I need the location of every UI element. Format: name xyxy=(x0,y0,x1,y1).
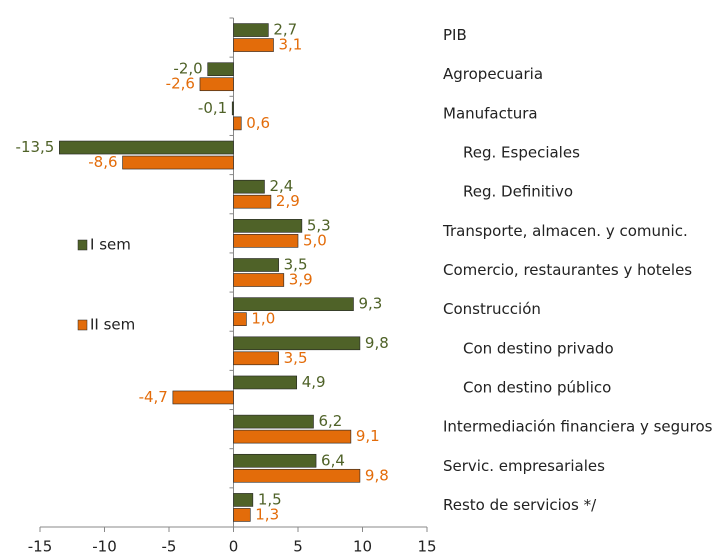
bar xyxy=(233,273,285,287)
category-label: Transporte, almacen. y comunic. xyxy=(442,222,688,240)
value-label: 1,3 xyxy=(255,505,279,523)
value-label: -8,6 xyxy=(88,153,117,171)
bar xyxy=(231,101,234,116)
value-label: 3,5 xyxy=(284,256,308,274)
category-label: Comercio, restaurantes y hoteles xyxy=(443,261,692,279)
bar xyxy=(199,77,234,92)
bar xyxy=(233,38,274,52)
bar xyxy=(233,194,272,209)
bar xyxy=(233,219,303,233)
value-label: -4,7 xyxy=(139,388,168,406)
legend-swatch xyxy=(77,319,88,331)
category-label: Servic. empresariales xyxy=(443,457,605,475)
bar xyxy=(233,23,269,37)
value-label: 3,1 xyxy=(278,36,302,54)
bar xyxy=(233,429,352,444)
bar xyxy=(233,297,354,311)
bar xyxy=(233,234,299,248)
category-label: Con destino público xyxy=(463,378,611,396)
category-label: Intermediación financiera y seguros xyxy=(443,418,713,436)
value-label: 9,8 xyxy=(365,466,389,484)
x-tick-label: 0 xyxy=(229,538,239,552)
x-tick-label: 10 xyxy=(353,538,372,552)
value-label: 1,5 xyxy=(258,490,282,508)
value-label: 1,0 xyxy=(251,310,275,328)
x-tick-label: 5 xyxy=(293,538,303,552)
bar xyxy=(233,179,265,194)
x-tick-label: -10 xyxy=(92,538,117,552)
bar xyxy=(172,390,234,405)
bar xyxy=(233,258,279,272)
value-label: 6,2 xyxy=(318,412,342,430)
value-label: 9,8 xyxy=(365,334,389,352)
bar xyxy=(233,414,314,429)
value-label: 2,4 xyxy=(269,177,293,195)
bar xyxy=(233,312,247,326)
x-tick-label: 15 xyxy=(417,538,436,552)
x-tick-label: -15 xyxy=(28,538,53,552)
value-label: 9,3 xyxy=(358,295,382,313)
category-label: PIB xyxy=(443,26,467,44)
category-label: Resto de servicios */ xyxy=(443,496,597,514)
category-label: Reg. Especiales xyxy=(463,144,580,162)
bar xyxy=(233,508,251,522)
bar xyxy=(233,351,279,366)
bar xyxy=(233,336,361,351)
bar xyxy=(233,375,298,390)
category-label: Reg. Definitivo xyxy=(463,183,573,201)
value-label: 0,6 xyxy=(246,114,270,132)
legend-swatch xyxy=(77,239,88,251)
bar xyxy=(233,493,254,507)
value-label: 5,3 xyxy=(307,216,331,234)
value-label: -13,5 xyxy=(16,138,55,156)
bar xyxy=(59,140,234,155)
value-label: 3,5 xyxy=(284,349,308,367)
value-label: 9,1 xyxy=(356,427,380,445)
value-label: -2,0 xyxy=(173,60,202,78)
value-label: 4,9 xyxy=(302,373,326,391)
category-label: Con destino privado xyxy=(463,339,614,357)
bar xyxy=(233,116,242,131)
bar xyxy=(233,453,317,468)
category-label: Manufactura xyxy=(443,104,538,122)
value-label: 2,7 xyxy=(273,21,297,39)
value-label: -0,1 xyxy=(198,99,227,117)
bar xyxy=(207,62,234,77)
value-label: 5,0 xyxy=(303,231,327,249)
value-label: 3,9 xyxy=(289,271,313,289)
category-label: Agropecuaria xyxy=(443,65,543,83)
value-label: 6,4 xyxy=(321,451,345,469)
x-tick-label: -5 xyxy=(162,538,177,552)
value-label: 2,9 xyxy=(276,192,300,210)
bar xyxy=(122,155,234,170)
legend-label: II sem xyxy=(90,316,135,334)
value-label: -2,6 xyxy=(166,75,195,93)
category-label: Construcción xyxy=(443,300,541,318)
legend-label: I sem xyxy=(90,236,131,254)
bar xyxy=(233,468,361,483)
